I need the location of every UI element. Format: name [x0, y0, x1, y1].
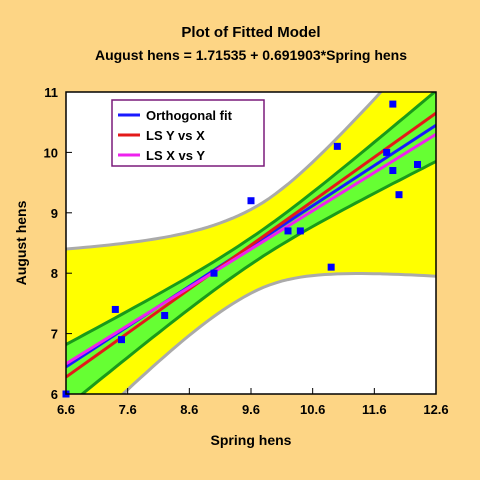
legend: Orthogonal fit LS Y vs X LS X vs Y: [111, 99, 265, 167]
data-point: [247, 197, 255, 205]
data-point: [395, 191, 403, 199]
y-tick-label: 9: [51, 206, 58, 221]
legend-label: Orthogonal fit: [146, 108, 233, 123]
data-point: [296, 227, 304, 235]
y-tick-label: 8: [51, 266, 58, 281]
data-point: [383, 148, 391, 156]
x-tick-label: 11.6: [362, 402, 387, 417]
x-axis-label: Spring hens: [211, 432, 292, 448]
y-tick-label: 11: [44, 85, 58, 100]
data-point: [210, 269, 218, 277]
chart-subtitle: August hens = 1.71535 + 0.691903*Spring …: [95, 47, 407, 63]
confidence-band-upper: [66, 92, 436, 346]
x-tick-label: 6.6: [57, 402, 75, 417]
data-point: [161, 311, 169, 319]
data-point: [414, 160, 421, 168]
x-tick-label: 7.6: [119, 402, 137, 417]
prediction-band-upper: [66, 92, 383, 251]
data-point: [118, 336, 125, 344]
y-axis: 6 7 8 9 10 11: [44, 85, 72, 402]
data-points: [62, 100, 421, 398]
data-point: [111, 305, 119, 313]
data-point: [389, 100, 397, 108]
data-point: [333, 142, 341, 150]
x-tick-label: 9.6: [242, 402, 260, 417]
x-tick-label: 12.6: [423, 402, 448, 417]
data-point: [327, 263, 335, 271]
chart-title: Plot of Fitted Model: [181, 24, 320, 41]
y-tick-label: 6: [51, 387, 58, 402]
y-axis-label: August hens: [13, 200, 29, 285]
fit-line-2: [66, 133, 436, 366]
fit-lines: [66, 111, 436, 379]
legend-label: LS Y vs X: [146, 128, 205, 143]
data-point: [284, 227, 292, 235]
legend-label: LS X vs Y: [146, 148, 205, 163]
x-axis: 6.6 7.6 8.6 9.6 10.6 11.6 12.6: [57, 388, 449, 417]
confidence-band: [66, 92, 436, 394]
y-tick-label: 10: [44, 145, 58, 160]
data-point: [389, 167, 397, 175]
x-tick-label: 10.6: [300, 402, 325, 417]
y-tick-label: 7: [51, 327, 58, 342]
x-tick-label: 8.6: [180, 402, 198, 417]
confidence-band-lower: [79, 160, 436, 394]
fit-line-1: [66, 111, 436, 379]
